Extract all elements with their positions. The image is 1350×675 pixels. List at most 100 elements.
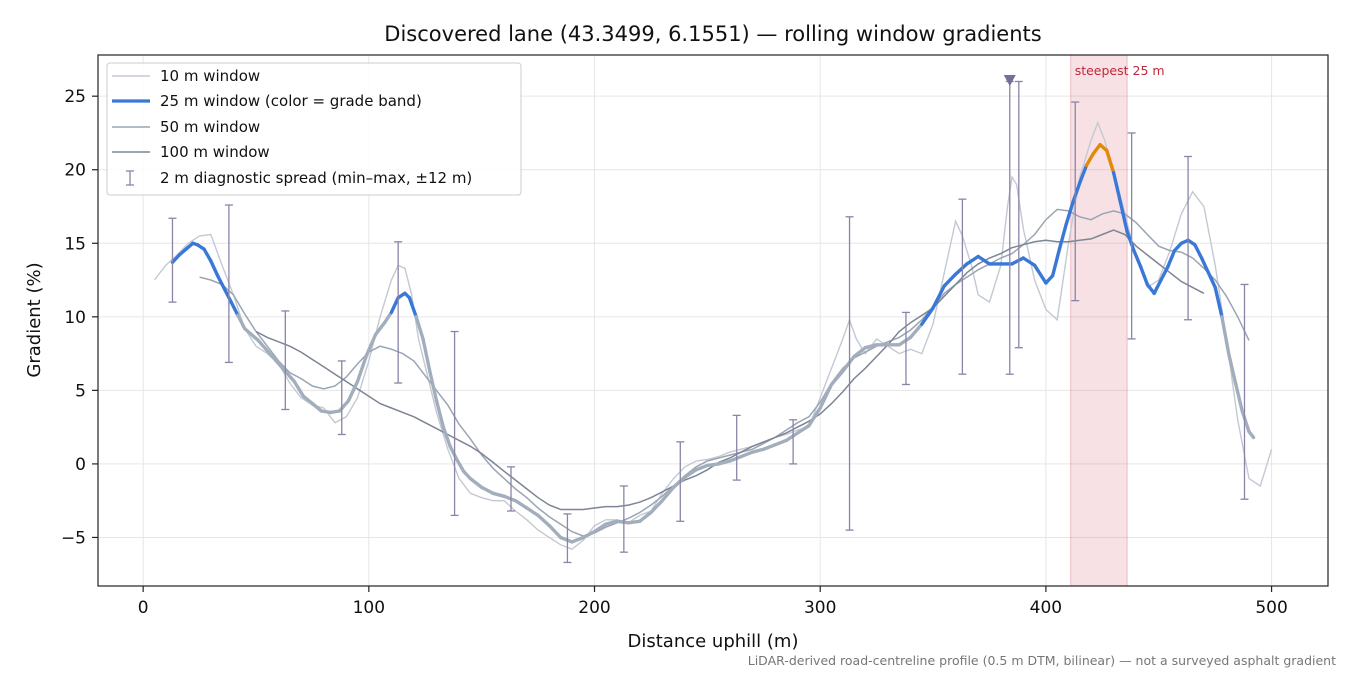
- series-segment-25m: [364, 332, 378, 357]
- series-segment-25m: [283, 369, 296, 384]
- series-segment-25m: [897, 335, 913, 347]
- series-segment-25m: [502, 494, 518, 503]
- y-axis-label: Gradient (%): [24, 262, 45, 377]
- series-segment-25m: [1199, 256, 1211, 275]
- series-segment-25m: [382, 310, 394, 325]
- series-segment-25m: [570, 535, 585, 544]
- spread-bar: [619, 485, 628, 553]
- series-segment-25m: [1071, 181, 1082, 204]
- spread-bar: [1014, 80, 1023, 349]
- series-segment-25m: [829, 369, 845, 387]
- x-tick-label: 0: [138, 598, 149, 618]
- chart-title: Discovered lane (43.3499, 6.1551) — roll…: [384, 22, 1041, 46]
- series-segment-25m: [256, 338, 269, 353]
- series-segment-25m: [1118, 200, 1129, 234]
- series-segment-25m: [1206, 271, 1217, 290]
- series-segment-25m: [389, 296, 400, 315]
- series-segment-25m: [428, 369, 439, 403]
- series-segment-25m: [202, 247, 213, 263]
- series-segment-25m: [942, 272, 958, 288]
- series-line-100m: [255, 229, 1205, 511]
- series-segment-25m: [863, 343, 879, 350]
- series-segment-25m: [694, 463, 710, 472]
- spread-bar: [1184, 155, 1193, 321]
- series-segment-25m: [1132, 248, 1143, 269]
- diagnostic-spread: [168, 80, 1249, 564]
- series-segment-25m: [660, 485, 676, 503]
- series-segment-25m: [908, 322, 924, 340]
- series-segment-25m: [355, 353, 369, 384]
- series-segment-25m: [1064, 200, 1075, 226]
- series-segment-25m: [920, 306, 935, 326]
- spread-bar: [337, 360, 346, 436]
- series-segment-25m: [1021, 256, 1037, 267]
- series-segment-25m: [1125, 229, 1136, 253]
- series-segment-25m: [649, 499, 664, 515]
- series-segment-25m: [434, 399, 445, 429]
- series-segment-25m: [1077, 163, 1089, 185]
- spread-bar: [507, 466, 516, 512]
- series-segment-25m: [1233, 381, 1244, 413]
- series-segment-25m: [638, 510, 653, 523]
- series-segment-25m: [215, 273, 227, 291]
- series-segment-25m: [373, 321, 387, 337]
- steepest-highlight: [1070, 54, 1128, 587]
- series-segment-25m: [455, 457, 466, 473]
- series-segment-25m: [1193, 242, 1204, 260]
- series-segment-25m: [592, 522, 608, 534]
- series-segment-25m: [310, 401, 324, 413]
- y-tick-label: 5: [75, 381, 86, 401]
- footnote: LiDAR-derived road-centreline profile (0…: [748, 653, 1336, 668]
- series-segment-25m: [705, 462, 721, 468]
- series-segment-25m: [784, 431, 800, 443]
- series-segment-25m: [615, 519, 631, 525]
- spread-bar: [789, 419, 798, 465]
- series-segment-25m: [728, 454, 743, 463]
- steepest-marker-icon: [1003, 75, 1016, 87]
- series-line-50m: [199, 208, 1250, 537]
- legend-label-25m: 25 m window (color = grade band): [160, 92, 422, 110]
- series-segment-25m: [1213, 285, 1224, 319]
- series-segment-25m: [1152, 278, 1163, 295]
- y-tick-label: 10: [64, 308, 86, 328]
- series-segment-25m: [1091, 142, 1102, 156]
- spread-bar: [1127, 132, 1136, 340]
- spread-bar: [224, 204, 233, 364]
- series-segment-25m: [301, 394, 315, 406]
- y-tick-label: 0: [75, 455, 86, 475]
- series-segment-25m: [346, 379, 360, 403]
- series-layer: [153, 120, 1273, 550]
- series-segment-25m: [414, 315, 425, 341]
- series-segment-25m: [683, 468, 698, 479]
- series-segment-25m: [965, 254, 980, 266]
- series-segment-25m: [407, 296, 418, 319]
- spread-bar: [168, 217, 177, 303]
- series-segment-25m: [1226, 351, 1238, 385]
- y-tick-label: 15: [64, 234, 86, 254]
- x-tick-label: 300: [804, 598, 836, 618]
- spread-bar: [901, 311, 910, 386]
- series-segment-25m: [1220, 315, 1231, 356]
- series-segment-25m: [1247, 429, 1256, 440]
- series-segment-25m: [1138, 265, 1150, 287]
- spread-bar: [563, 513, 572, 564]
- plot-frame: [97, 54, 1329, 587]
- series-segment-25m: [525, 506, 540, 518]
- series-segment-25m: [1105, 148, 1116, 175]
- series-segment-25m: [1050, 247, 1062, 278]
- steepest-label: steepest 25 m: [1075, 63, 1165, 78]
- legend-label-10m: 10 m window: [160, 67, 260, 85]
- series-segment-25m: [536, 513, 552, 528]
- legend-label-50m: 50 m window: [160, 118, 260, 136]
- series-segment-25m: [337, 399, 351, 413]
- series-segment-25m: [841, 354, 856, 373]
- series-segment-25m: [581, 529, 597, 540]
- axes: 0 100 200 300 400 500 −5 0 5 10 15 20 25: [61, 87, 1288, 618]
- series-segment-25m: [976, 254, 992, 266]
- series-segment-25m: [1032, 263, 1048, 285]
- series-segment-25m: [807, 406, 822, 428]
- series-segment-25m: [1240, 409, 1251, 434]
- series-segment-25m: [762, 443, 777, 451]
- series-segment-25m: [818, 382, 834, 410]
